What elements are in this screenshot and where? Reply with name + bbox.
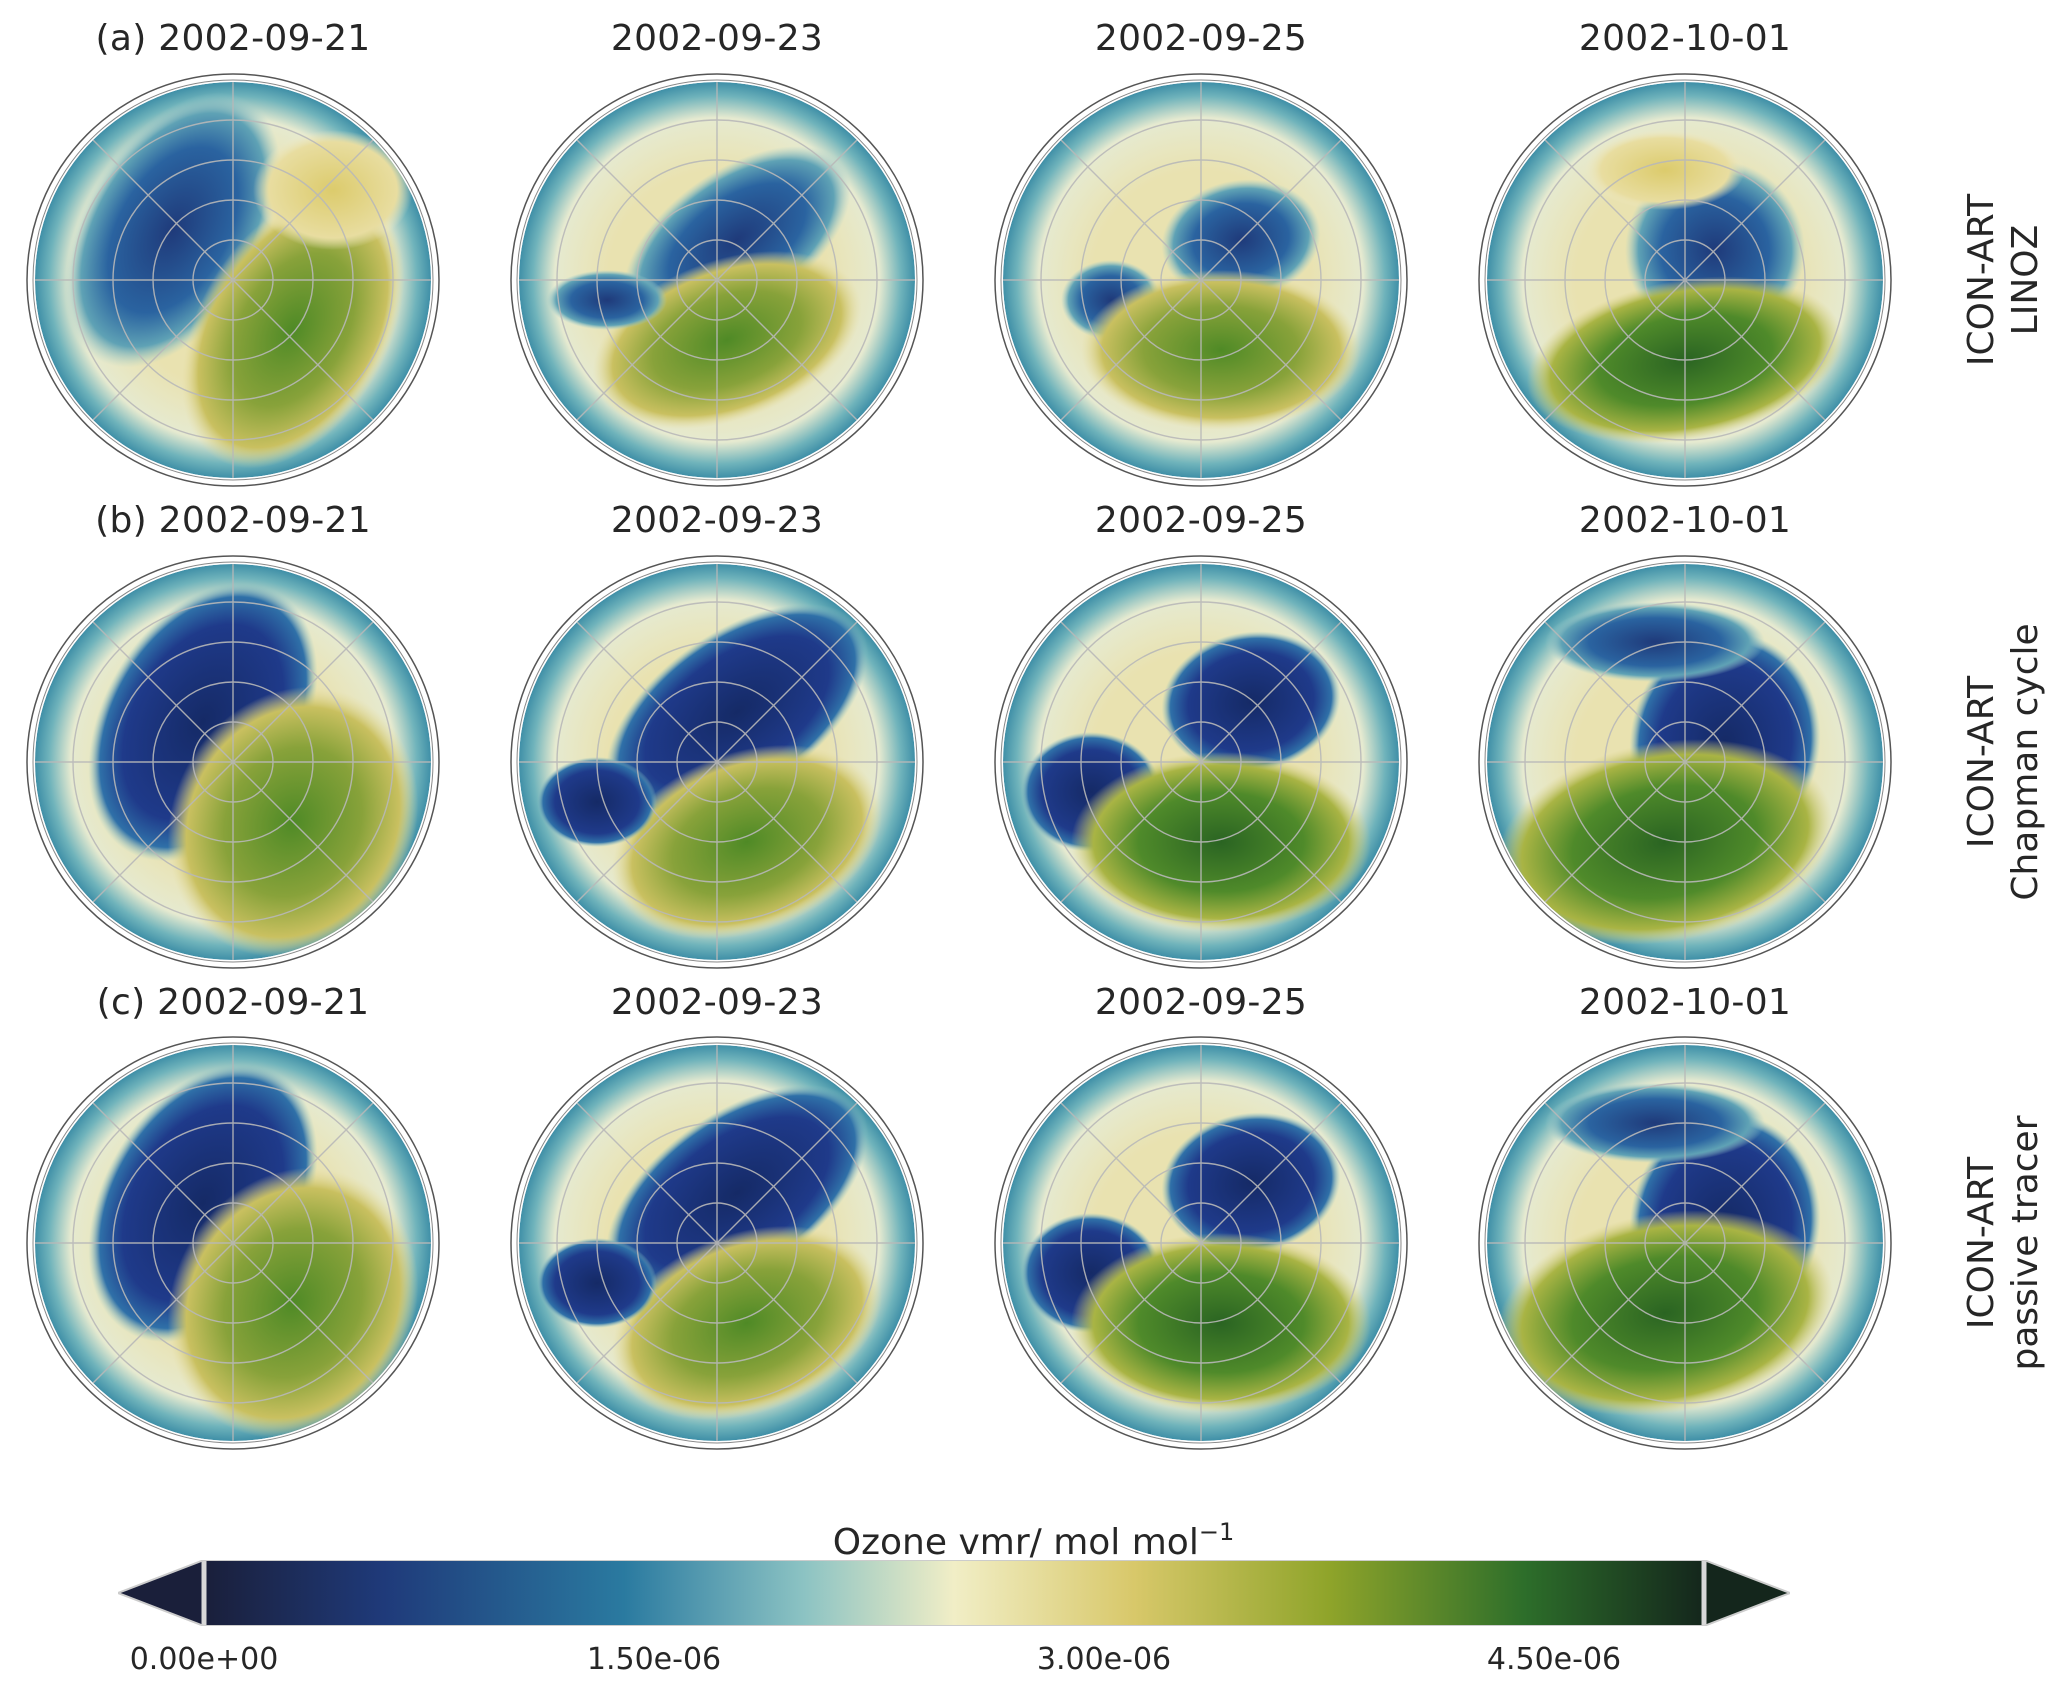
colorbar-extend-high — [1704, 1560, 1790, 1626]
colorbar-title: Ozone vmr/ mol mol−1 — [832, 1518, 1235, 1563]
panel-title: 2002-10-01 — [1578, 982, 1792, 1023]
panel-title: 2002-09-25 — [1094, 18, 1308, 59]
row-label: ICON-ART LINOZ — [1961, 193, 2046, 367]
polar-map — [26, 555, 440, 969]
panel-title: (b) 2002-09-21 — [95, 500, 371, 541]
polar-map — [1478, 1036, 1892, 1450]
polar-map — [994, 73, 1408, 487]
panel-title: (c) 2002-09-21 — [96, 982, 370, 1023]
colorbar-body — [204, 1560, 1704, 1626]
panel-title: 2002-10-01 — [1578, 500, 1792, 541]
colorbar-tick-label: 0.00e+00 — [129, 1642, 279, 1677]
panel-title: 2002-09-25 — [1094, 982, 1308, 1023]
panel-title: 2002-10-01 — [1578, 18, 1792, 59]
polar-map — [994, 1036, 1408, 1450]
colorbar-extend-low — [118, 1560, 204, 1626]
panel-title: 2002-09-23 — [610, 18, 824, 59]
colorbar-tick-label: 1.50e-06 — [586, 1642, 722, 1677]
panel-title: 2002-09-25 — [1094, 500, 1308, 541]
colorbar-tick-label: 3.00e-06 — [1036, 1642, 1172, 1677]
polar-map — [510, 73, 924, 487]
row-label: ICON-ART Chapman cycle — [1961, 623, 2046, 901]
polar-map — [26, 1036, 440, 1450]
polar-map — [994, 555, 1408, 969]
polar-map — [510, 555, 924, 969]
polar-map — [26, 73, 440, 487]
colorbar-tick-label: 4.50e-06 — [1486, 1642, 1622, 1677]
panel-title: 2002-09-23 — [610, 982, 824, 1023]
panel-title: (a) 2002-09-21 — [95, 18, 371, 59]
colorbar — [118, 1560, 1790, 1626]
polar-map — [1478, 555, 1892, 969]
panel-title: 2002-09-23 — [610, 500, 824, 541]
polar-map — [1478, 73, 1892, 487]
row-label: ICON-ART passive tracer — [1961, 1115, 2046, 1371]
polar-map — [510, 1036, 924, 1450]
